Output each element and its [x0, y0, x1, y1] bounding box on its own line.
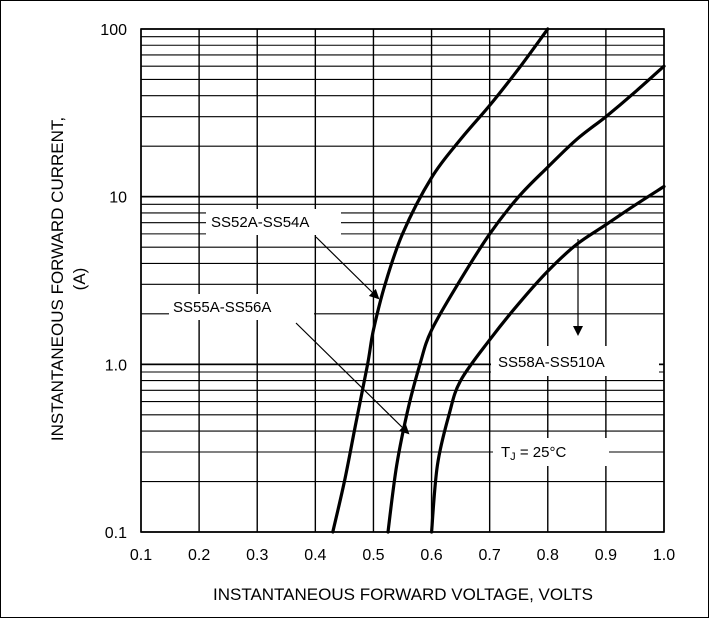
- y-axis-title-line-1: INSTANTANEOUS FORWARD CURRENT,: [48, 117, 67, 441]
- x-tick-label-1: 0.2: [188, 547, 210, 564]
- x-tick-label-7: 0.8: [537, 547, 559, 564]
- annotation-arrow-1: [315, 236, 380, 300]
- y-axis-title-line-2: (A): [70, 268, 89, 291]
- y-tick-label-1: 1.0: [105, 357, 127, 374]
- junction-temperature-label-bg: [493, 438, 609, 466]
- tj-subscript: J: [510, 451, 516, 463]
- tj-value: 25°C: [533, 444, 567, 461]
- x-tick-label-0: 0.1: [130, 547, 152, 564]
- x-axis-title: INSTANTANEOUS FORWARD VOLTAGE, VOLTS: [213, 585, 593, 604]
- x-tick-label-4: 0.5: [362, 547, 384, 564]
- x-tick-label-5: 0.6: [420, 547, 442, 564]
- series-layer: [331, 27, 666, 534]
- annotation-label-1: SS52A-SS54A: [211, 214, 309, 231]
- tj-equals: =: [516, 444, 533, 461]
- y-tick-label-2: 10: [109, 190, 127, 207]
- annotation-bg-1: [206, 209, 341, 235]
- annotation-label-2: SS55A-SS56A: [173, 299, 271, 316]
- tick-labels: 0.1 0.2 0.3 0.4 0.5 0.6 0.7 0.8 0.9 1.0 0.1 1.0 10 10…: [100, 22, 675, 564]
- annotation-layer: SS52A-SS54A SS55A-SS56A SS58A-SS510A: [169, 209, 659, 435]
- junction-temperature-text: TJ = 25°C: [501, 444, 566, 463]
- y-tick-label-3: 100: [100, 22, 127, 39]
- junction-temperature-label: TJ = 25°C: [493, 438, 609, 466]
- series-line-1: [331, 27, 550, 534]
- y-tick-label-0: 0.1: [105, 525, 127, 542]
- annotation-bg-2: [169, 294, 314, 320]
- x-tick-label-3: 0.4: [304, 547, 326, 564]
- tj-prefix: T: [501, 444, 510, 461]
- x-tick-label-8: 0.9: [595, 547, 617, 564]
- series-line-3: [430, 184, 666, 534]
- series-line-2: [386, 64, 666, 534]
- x-tick-label-6: 0.7: [479, 547, 501, 564]
- x-tick-label-2: 0.3: [246, 547, 268, 564]
- annotation-label-3: SS58A-SS510A: [498, 354, 605, 371]
- plot-frame: [140, 28, 665, 533]
- x-tick-label-9: 1.0: [653, 547, 675, 564]
- y-axis-title: INSTANTANEOUS FORWARD CURRENT, (A): [48, 117, 89, 441]
- annotation-arrow-2: [295, 322, 410, 435]
- annotation-bg-3: [491, 346, 659, 376]
